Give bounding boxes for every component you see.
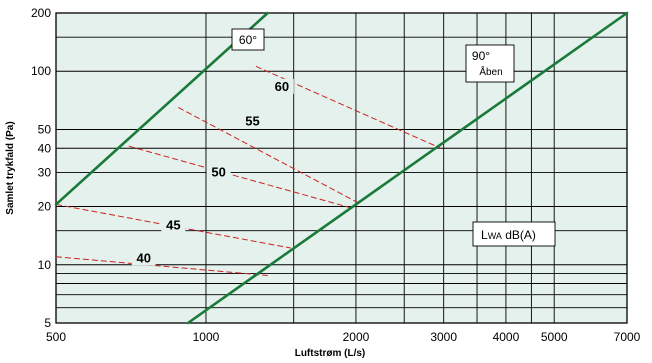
y-tick-label: 40 bbox=[38, 141, 52, 155]
plot-frame bbox=[55, 12, 628, 324]
sound-label-50: 50 bbox=[211, 164, 225, 179]
y-tick-label: 100 bbox=[31, 64, 51, 78]
x-tick-label: 500 bbox=[46, 330, 66, 344]
sound-line-60 bbox=[255, 65, 441, 149]
x-axis-title: Luftstrøm (L/s) bbox=[295, 348, 366, 359]
plot-background bbox=[56, 13, 627, 323]
x-tick-label: 4000 bbox=[493, 330, 520, 344]
sound-label-60: 60 bbox=[275, 79, 289, 94]
y-tick-label: 30 bbox=[38, 165, 52, 179]
y-tick-label: 20 bbox=[38, 200, 52, 214]
curve-90-label-top: 90° bbox=[472, 49, 490, 63]
y-tick-label: 5 bbox=[44, 316, 51, 330]
sound-label-bg-40 bbox=[131, 250, 156, 266]
curve-90-label-bottom: Åben bbox=[479, 65, 502, 78]
lwa-label: LWA dB(A) bbox=[481, 228, 536, 242]
sound-label-bg-45 bbox=[161, 217, 186, 233]
lwa-legend-box: LWA dB(A) bbox=[472, 221, 556, 247]
sound-label-45: 45 bbox=[166, 217, 180, 232]
curve-60-label-box: 60° bbox=[231, 28, 265, 51]
y-tick-label: 50 bbox=[38, 122, 52, 136]
y-axis-title: Samlet trykfald (Pa) bbox=[5, 121, 16, 214]
sound-label-bg-55 bbox=[240, 113, 265, 129]
sound-line-55 bbox=[178, 107, 362, 205]
x-tick-label: 1000 bbox=[193, 330, 220, 344]
x-tick-label: 2000 bbox=[343, 330, 370, 344]
curve-90deg bbox=[186, 11, 629, 325]
sound-level-labels: 60 55 50 45 40 bbox=[131, 78, 294, 266]
x-tick-labels: 500 1000 2000 3000 4000 5000 7000 bbox=[46, 330, 641, 344]
sound-line-50 bbox=[128, 145, 354, 210]
x-tick-label: 5000 bbox=[541, 330, 568, 344]
x-tick-label: 3000 bbox=[430, 330, 457, 344]
sound-label-55: 55 bbox=[245, 113, 259, 128]
y-tick-label: 10 bbox=[38, 258, 52, 272]
sound-label-bg-50 bbox=[206, 164, 231, 180]
sound-label-bg-60 bbox=[269, 78, 294, 94]
y-tick-label: 200 bbox=[31, 6, 51, 20]
x-tick-label: 7000 bbox=[614, 330, 641, 344]
sound-label-40: 40 bbox=[136, 250, 150, 265]
curve-60-label: 60° bbox=[239, 33, 257, 47]
curve-90-label-box: 90° Åben bbox=[465, 44, 515, 83]
y-tick-labels: 5 10 20 30 40 50 100 200 bbox=[31, 6, 51, 330]
